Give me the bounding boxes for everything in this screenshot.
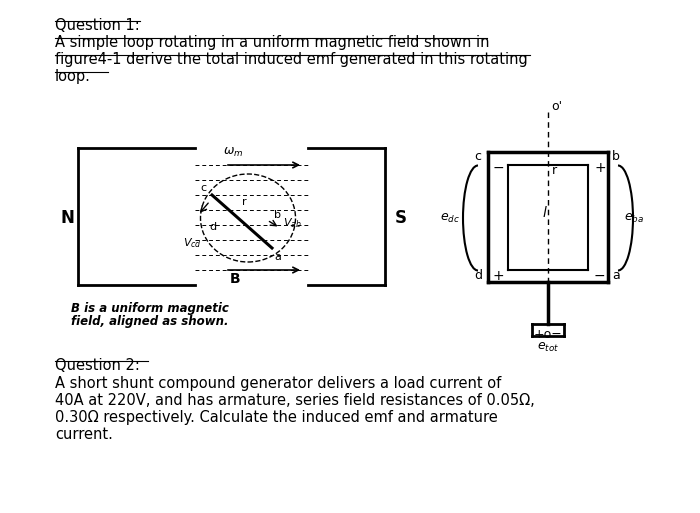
- Text: S: S: [395, 209, 407, 227]
- Text: $e_{ba}$: $e_{ba}$: [624, 211, 644, 225]
- Text: b: b: [612, 150, 620, 163]
- Text: o': o': [551, 100, 562, 113]
- Text: loop.: loop.: [55, 69, 91, 84]
- Text: $e_{dc}$: $e_{dc}$: [440, 211, 460, 225]
- Text: A short shunt compound generator delivers a load current of: A short shunt compound generator deliver…: [55, 376, 501, 391]
- Text: −: −: [493, 161, 505, 175]
- Text: c: c: [474, 150, 481, 163]
- Text: r: r: [242, 197, 246, 207]
- Text: Question 1:: Question 1:: [55, 18, 140, 33]
- Text: d: d: [209, 222, 216, 232]
- Text: −: −: [594, 269, 606, 283]
- Text: 0.30Ω respectively. Calculate the induced emf and armature: 0.30Ω respectively. Calculate the induce…: [55, 410, 498, 425]
- Text: r: r: [552, 164, 557, 177]
- Text: l: l: [543, 206, 547, 220]
- Text: a: a: [274, 252, 281, 262]
- Text: current.: current.: [55, 427, 113, 442]
- Text: +: +: [493, 269, 505, 283]
- Text: $V_{cd}$: $V_{cd}$: [183, 236, 202, 250]
- Text: $\mathbf{B}$: $\mathbf{B}$: [229, 272, 241, 286]
- Text: A simple loop rotating in a uniform magnetic field shown in: A simple loop rotating in a uniform magn…: [55, 35, 489, 50]
- Text: a: a: [612, 269, 620, 282]
- Text: $V_{ab}$: $V_{ab}$: [283, 216, 302, 230]
- Text: N: N: [60, 209, 74, 227]
- Text: Question 2:: Question 2:: [55, 358, 140, 373]
- Text: B is a uniform magnetic: B is a uniform magnetic: [71, 302, 229, 315]
- Text: field, aligned as shown.: field, aligned as shown.: [71, 315, 229, 328]
- Text: c: c: [200, 183, 206, 193]
- Text: $\omega_m$: $\omega_m$: [223, 146, 243, 159]
- Text: 40A at 220V, and has armature, series field resistances of 0.05Ω,: 40A at 220V, and has armature, series fi…: [55, 393, 535, 408]
- Text: $e_{tot}$: $e_{tot}$: [537, 341, 559, 354]
- Text: b: b: [274, 210, 281, 220]
- Text: +: +: [594, 161, 606, 175]
- Text: d: d: [474, 269, 482, 282]
- Text: figure4-1 derive the total induced emf generated in this rotating: figure4-1 derive the total induced emf g…: [55, 52, 528, 67]
- Text: +o−: +o−: [533, 328, 562, 341]
